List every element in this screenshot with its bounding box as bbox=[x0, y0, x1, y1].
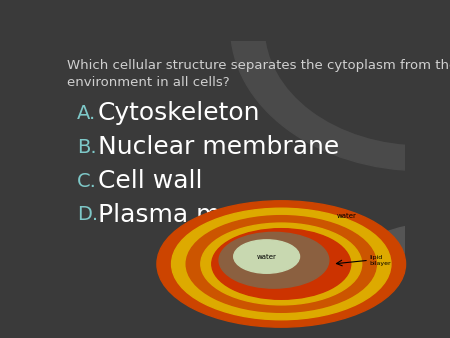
Text: lipid
bilayer: lipid bilayer bbox=[369, 255, 391, 266]
Circle shape bbox=[230, 0, 450, 171]
Text: B.: B. bbox=[77, 138, 97, 157]
Text: Cytoskeleton: Cytoskeleton bbox=[98, 101, 261, 125]
Text: Nuclear membrane: Nuclear membrane bbox=[98, 135, 339, 159]
Ellipse shape bbox=[201, 223, 362, 305]
Text: A.: A. bbox=[77, 104, 96, 123]
Ellipse shape bbox=[212, 229, 351, 299]
Text: Cell wall: Cell wall bbox=[98, 169, 202, 193]
Circle shape bbox=[353, 249, 450, 338]
Circle shape bbox=[266, 0, 450, 145]
Text: D.: D. bbox=[77, 206, 98, 224]
Circle shape bbox=[318, 223, 450, 338]
Text: water: water bbox=[256, 254, 277, 260]
Ellipse shape bbox=[219, 233, 329, 288]
Ellipse shape bbox=[157, 201, 405, 327]
Text: Plasma membrane: Plasma membrane bbox=[98, 203, 333, 227]
Ellipse shape bbox=[186, 216, 376, 312]
Text: water: water bbox=[337, 213, 357, 219]
Text: Which cellular structure separates the cytoplasm from the external
environment i: Which cellular structure separates the c… bbox=[67, 59, 450, 89]
Ellipse shape bbox=[171, 208, 391, 320]
Text: C.: C. bbox=[77, 172, 97, 191]
Ellipse shape bbox=[234, 240, 300, 273]
